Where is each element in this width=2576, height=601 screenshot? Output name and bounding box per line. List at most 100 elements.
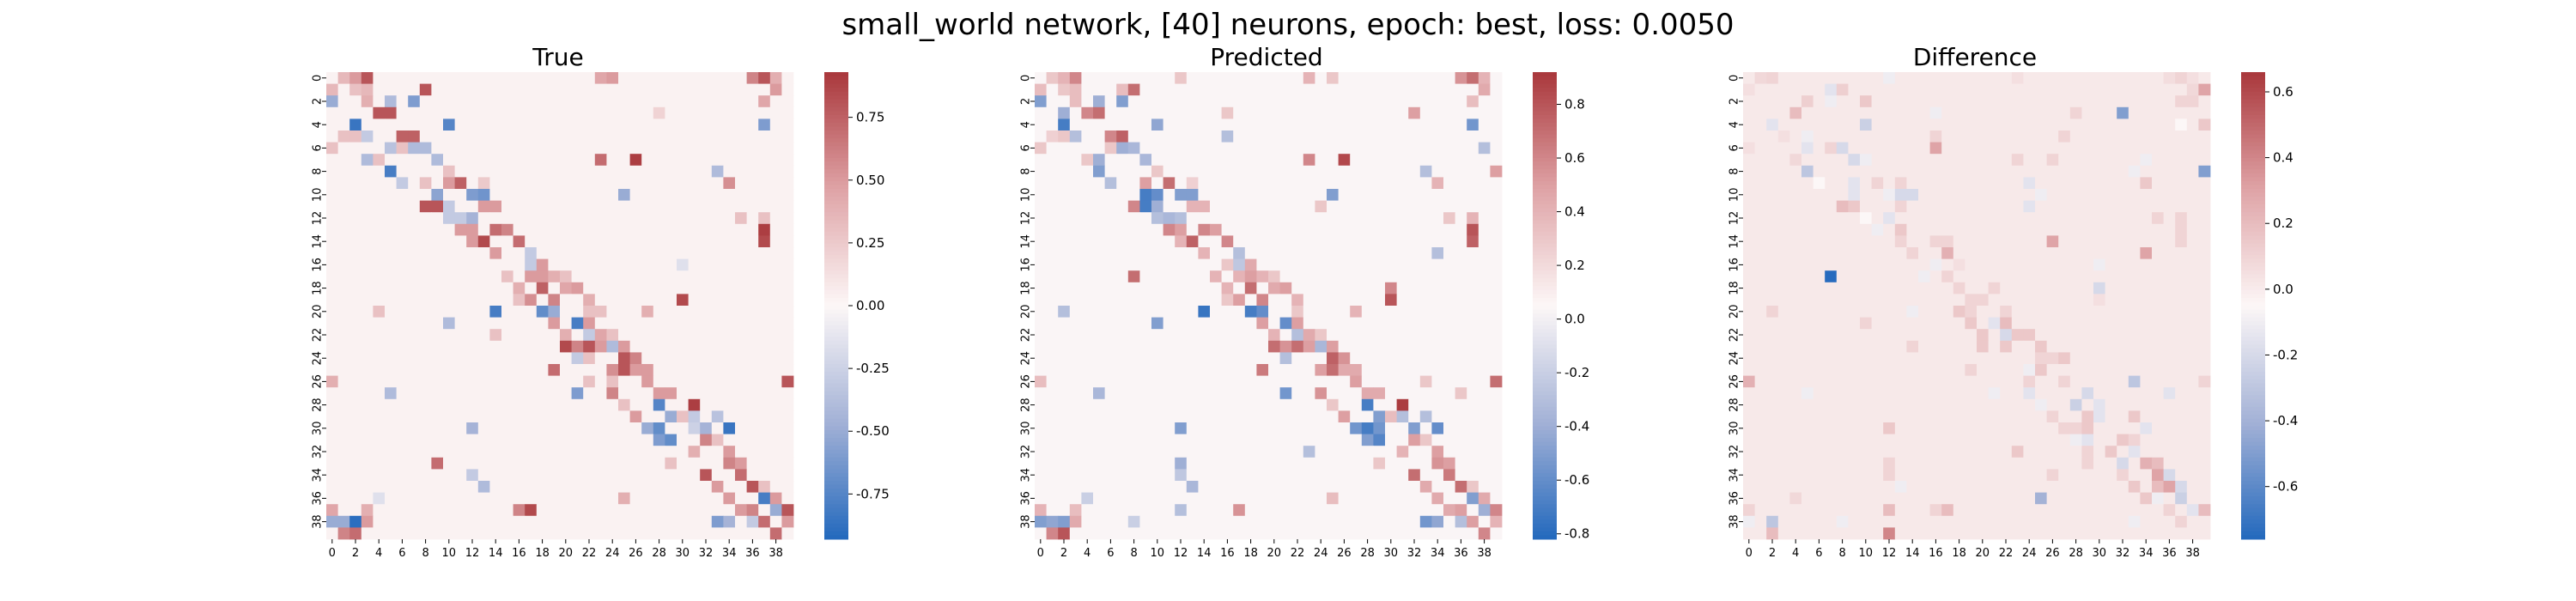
heatmap-cell bbox=[1813, 398, 1826, 411]
heatmap-cell bbox=[1801, 422, 1814, 434]
heatmap-cell bbox=[1789, 106, 1802, 119]
heatmap-cell bbox=[1801, 212, 1814, 225]
heatmap-cell bbox=[2140, 72, 2153, 84]
heatmap-cell bbox=[536, 154, 549, 167]
heatmap-cell bbox=[688, 270, 701, 283]
heatmap-cell bbox=[2035, 317, 2047, 330]
heatmap-cell bbox=[513, 527, 526, 540]
heatmap-cell bbox=[2186, 247, 2199, 259]
heatmap-cell bbox=[1490, 177, 1503, 190]
heatmap-cell bbox=[1373, 189, 1386, 201]
heatmap-cell bbox=[1361, 306, 1374, 318]
heatmap-cell bbox=[466, 492, 479, 505]
colorbar-segment bbox=[1533, 114, 1557, 119]
heatmap-cell bbox=[1303, 398, 1315, 411]
heatmap-cell bbox=[571, 481, 584, 493]
heatmap-cell bbox=[711, 492, 724, 505]
heatmap-cell bbox=[548, 72, 561, 84]
heatmap-cell bbox=[641, 95, 654, 108]
heatmap-cell bbox=[2093, 446, 2105, 458]
heatmap-cell bbox=[1104, 306, 1117, 318]
heatmap-cell bbox=[2035, 270, 2047, 283]
heatmap-cell bbox=[477, 387, 490, 400]
heatmap-cell bbox=[1291, 375, 1304, 388]
heatmap-cell bbox=[1210, 106, 1222, 119]
heatmap-cell bbox=[1443, 515, 1455, 528]
heatmap-cell bbox=[711, 410, 724, 423]
heatmap-cell bbox=[1186, 434, 1199, 446]
heatmap-cell bbox=[1789, 72, 1802, 84]
heatmap-cell bbox=[408, 189, 421, 201]
heatmap-cell bbox=[1035, 434, 1047, 446]
heatmap-cell bbox=[1186, 235, 1199, 248]
heatmap-cell bbox=[1279, 282, 1292, 294]
heatmap-cell bbox=[1977, 270, 1989, 283]
heatmap-cell bbox=[711, 446, 724, 458]
heatmap-cell bbox=[1186, 422, 1199, 434]
heatmap-cell bbox=[361, 340, 374, 353]
heatmap-cell bbox=[349, 165, 362, 178]
y-tick-label: 30 bbox=[1020, 422, 1033, 436]
heatmap-cell bbox=[1186, 410, 1199, 423]
heatmap-cell bbox=[1116, 72, 1129, 84]
heatmap-cell bbox=[758, 72, 771, 84]
colorbar-segment bbox=[1533, 492, 1557, 497]
heatmap-cell bbox=[2175, 118, 2188, 131]
heatmap-cell bbox=[1291, 469, 1304, 482]
heatmap-cell bbox=[1104, 515, 1117, 528]
heatmap-cell bbox=[688, 258, 701, 271]
heatmap-cell bbox=[1419, 83, 1432, 96]
heatmap-cell bbox=[1058, 131, 1071, 143]
heatmap-cell bbox=[1279, 165, 1292, 178]
heatmap-cell bbox=[618, 434, 630, 446]
heatmap-cell bbox=[1315, 329, 1327, 342]
heatmap-cell bbox=[2152, 177, 2164, 190]
heatmap-cell bbox=[431, 446, 444, 458]
heatmap-cell bbox=[700, 200, 713, 213]
heatmap-cell bbox=[711, 434, 724, 446]
heatmap-cell bbox=[2069, 375, 2082, 388]
heatmap-cell bbox=[1175, 83, 1188, 96]
colorbar-segment bbox=[824, 453, 848, 458]
heatmap-cell bbox=[758, 317, 771, 330]
heatmap-cell bbox=[723, 387, 736, 400]
heatmap-cell bbox=[2117, 212, 2129, 225]
heatmap-cell bbox=[629, 247, 642, 259]
heatmap-cell bbox=[1361, 387, 1374, 400]
heatmap-cell bbox=[1046, 352, 1059, 365]
heatmap-cell bbox=[1419, 515, 1432, 528]
heatmap-cell bbox=[1315, 200, 1327, 213]
heatmap-cell bbox=[1046, 317, 1059, 330]
heatmap-cell bbox=[1327, 165, 1339, 178]
heatmap-cell bbox=[2140, 282, 2153, 294]
heatmap-cell bbox=[1035, 212, 1047, 225]
heatmap-cell bbox=[1081, 142, 1094, 155]
heatmap-cell bbox=[735, 329, 747, 342]
heatmap-cell bbox=[326, 106, 338, 119]
heatmap-cell bbox=[1396, 434, 1409, 446]
heatmap-cell bbox=[1385, 364, 1397, 376]
heatmap-cell bbox=[1069, 200, 1082, 213]
heatmap-cell bbox=[1825, 83, 1838, 96]
heatmap-cell bbox=[1396, 154, 1409, 167]
heatmap-cell bbox=[1244, 364, 1257, 376]
heatmap-cell bbox=[1396, 352, 1409, 365]
heatmap-cell bbox=[1431, 177, 1444, 190]
x-tick-label: 30 bbox=[1384, 547, 1399, 560]
heatmap-cell bbox=[513, 235, 526, 248]
heatmap-cell bbox=[1046, 515, 1059, 528]
heatmap-cell bbox=[1069, 95, 1082, 108]
heatmap-cell bbox=[477, 142, 490, 155]
colorbar-segment bbox=[824, 282, 848, 287]
heatmap-cell bbox=[548, 352, 561, 365]
heatmap-cell bbox=[385, 434, 397, 446]
heatmap-cell bbox=[477, 481, 490, 493]
heatmap-cell bbox=[1743, 340, 1755, 353]
heatmap-cell bbox=[1268, 410, 1280, 423]
heatmap-cell bbox=[571, 212, 584, 225]
heatmap-cell bbox=[1860, 398, 1872, 411]
heatmap-cell bbox=[653, 364, 665, 376]
heatmap-cell bbox=[396, 469, 409, 482]
heatmap-cell bbox=[1163, 83, 1176, 96]
heatmap-cell bbox=[1315, 131, 1327, 143]
